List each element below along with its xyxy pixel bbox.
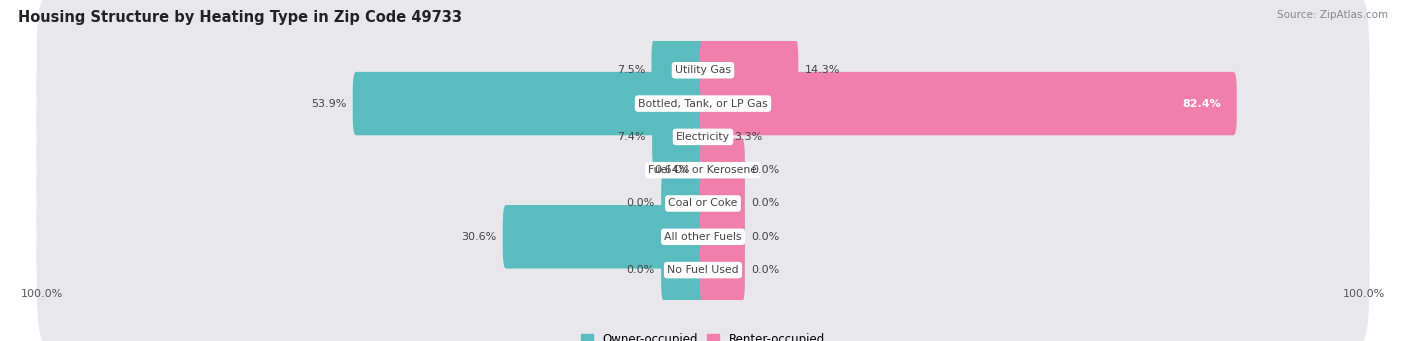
Text: Electricity: Electricity [676,132,730,142]
FancyBboxPatch shape [503,205,706,268]
FancyBboxPatch shape [651,39,706,102]
Text: 53.9%: 53.9% [311,99,346,108]
Text: 7.4%: 7.4% [617,132,645,142]
Text: 7.5%: 7.5% [617,65,645,75]
FancyBboxPatch shape [661,238,706,302]
Text: 0.0%: 0.0% [627,198,655,208]
Text: No Fuel Used: No Fuel Used [668,265,738,275]
FancyBboxPatch shape [696,138,706,202]
Text: Fuel Oil or Kerosene: Fuel Oil or Kerosene [648,165,758,175]
Text: 0.0%: 0.0% [751,198,779,208]
FancyBboxPatch shape [37,30,1369,177]
Text: 0.0%: 0.0% [751,265,779,275]
Text: 0.64%: 0.64% [654,165,689,175]
Text: 0.0%: 0.0% [751,165,779,175]
FancyBboxPatch shape [37,196,1369,341]
FancyBboxPatch shape [37,63,1369,211]
FancyBboxPatch shape [700,39,799,102]
FancyBboxPatch shape [37,0,1369,144]
Text: 82.4%: 82.4% [1182,99,1220,108]
Text: All other Fuels: All other Fuels [664,232,742,242]
FancyBboxPatch shape [661,172,706,235]
FancyBboxPatch shape [700,238,745,302]
FancyBboxPatch shape [37,130,1369,277]
Text: Bottled, Tank, or LP Gas: Bottled, Tank, or LP Gas [638,99,768,108]
Text: Utility Gas: Utility Gas [675,65,731,75]
FancyBboxPatch shape [652,105,706,168]
Legend: Owner-occupied, Renter-occupied: Owner-occupied, Renter-occupied [576,329,830,341]
Text: Source: ZipAtlas.com: Source: ZipAtlas.com [1277,10,1388,20]
Text: 100.0%: 100.0% [1343,289,1385,299]
FancyBboxPatch shape [353,72,706,135]
Text: 30.6%: 30.6% [461,232,496,242]
Text: Housing Structure by Heating Type in Zip Code 49733: Housing Structure by Heating Type in Zip… [18,10,463,25]
FancyBboxPatch shape [700,72,1237,135]
FancyBboxPatch shape [700,172,745,235]
Text: 0.0%: 0.0% [627,265,655,275]
FancyBboxPatch shape [700,105,727,168]
FancyBboxPatch shape [37,97,1369,244]
Text: 3.3%: 3.3% [734,132,762,142]
FancyBboxPatch shape [37,163,1369,311]
FancyBboxPatch shape [700,205,745,268]
Text: 14.3%: 14.3% [804,65,841,75]
Text: 0.0%: 0.0% [751,232,779,242]
FancyBboxPatch shape [700,138,745,202]
Text: 100.0%: 100.0% [21,289,63,299]
Text: Coal or Coke: Coal or Coke [668,198,738,208]
